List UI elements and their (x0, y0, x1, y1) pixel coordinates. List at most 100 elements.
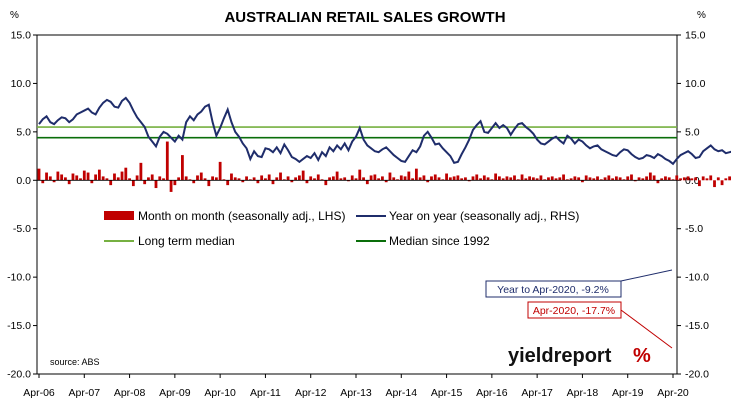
x-tick-label: Apr-10 (204, 387, 236, 399)
mom-bar (75, 175, 79, 181)
annotation-yoy: Year to Apr-2020, -9.2% (485, 269, 673, 298)
legend-label-mom: Month on month (seasonally adj., LHS) (138, 209, 345, 223)
mom-bar (633, 180, 637, 182)
mom-bar (116, 177, 120, 181)
mom-bar (565, 179, 569, 181)
mom-bar (256, 180, 260, 184)
mom-bar (328, 177, 331, 181)
mom-bar (226, 180, 230, 186)
mom-bar (71, 173, 75, 181)
source-note: source: ABS (50, 357, 100, 367)
mom-bar (97, 169, 101, 181)
mom-bar (562, 174, 565, 181)
mom-bar (297, 175, 301, 181)
mom-bar (147, 177, 150, 181)
x-tick-label: Apr-09 (159, 387, 191, 399)
mom-bar (607, 175, 611, 181)
mom-bar (294, 177, 298, 181)
mom-bar (464, 177, 467, 181)
mom-bar (52, 180, 56, 183)
mom-bar (173, 180, 177, 186)
mom-bar (456, 175, 460, 181)
annotation-yoy-text: Year to Apr-2020, -9.2% (497, 284, 609, 296)
mom-bar (199, 172, 203, 181)
mom-bar (705, 178, 709, 181)
mom-bar (426, 180, 430, 183)
logo-wordmark: yieldreport (508, 345, 612, 367)
mom-bar (86, 172, 90, 181)
mom-bar (120, 171, 124, 181)
mom-bar (150, 174, 154, 181)
y-left-tick-label: -15.0 (7, 320, 31, 332)
annotation-mom-leader (620, 309, 673, 349)
mom-bar (313, 178, 316, 181)
mom-bar (139, 162, 143, 181)
x-tick-label: Apr-13 (340, 387, 372, 399)
annotation-mom-text: Apr-2020, -17.7% (533, 305, 615, 317)
annotation-yoy-leader (620, 269, 673, 282)
mom-bar (90, 180, 94, 184)
mom-bar (48, 176, 52, 181)
mom-bar (396, 179, 399, 181)
mom-bar (550, 176, 554, 181)
x-tick-label: Apr-07 (69, 387, 101, 399)
mom-bar (362, 177, 365, 181)
mom-bar (671, 179, 675, 181)
legend-entry-mom: Month on month (seasonally adj., LHS) (104, 209, 345, 223)
x-tick-label: Apr-16 (476, 387, 508, 399)
mom-bar (384, 180, 388, 183)
annotation-mom-box (527, 301, 622, 319)
mom-bar (467, 180, 471, 182)
annotation-yoy-box (485, 280, 622, 298)
mom-bar (664, 176, 667, 181)
mom-bar (82, 170, 86, 181)
mom-bar (690, 178, 694, 181)
mom-bar (547, 177, 550, 181)
mom-bar (471, 176, 475, 181)
mom-bar (652, 175, 656, 181)
mom-bar (252, 177, 256, 181)
mom-bar (124, 167, 128, 181)
y-right-tick-label: -10.0 (685, 272, 709, 284)
mom-bar (37, 168, 41, 181)
mom-bar (41, 180, 45, 184)
mom-bar (305, 180, 309, 184)
mom-bar (331, 176, 335, 181)
mom-bar (682, 177, 686, 181)
mom-bar (460, 178, 464, 181)
mom-bar (45, 172, 48, 181)
mom-bar (350, 175, 354, 181)
x-tick-label: Apr-06 (23, 387, 55, 399)
logo-percent-mark: % (633, 345, 651, 367)
mom-bar (411, 178, 415, 181)
mom-bar (128, 178, 131, 181)
mom-bar (169, 180, 173, 192)
mom-bar (486, 177, 490, 181)
yoy-line (38, 96, 731, 166)
mom-bar (599, 179, 603, 181)
mom-bar (233, 177, 237, 181)
mom-bar (339, 178, 343, 181)
y-left-tick-label: -20.0 (7, 369, 31, 381)
mom-bar (407, 171, 411, 181)
x-tick-label: Apr-14 (386, 387, 418, 399)
mom-bar (377, 178, 381, 181)
legend-entry-long-term-median: Long term median (104, 234, 235, 248)
mom-bar (79, 178, 82, 181)
mom-bar (716, 177, 720, 181)
mom-bar (245, 176, 248, 181)
mom-bar (596, 176, 599, 181)
mom-bar (56, 171, 60, 181)
mom-bar (569, 178, 573, 181)
mom-bar (214, 177, 218, 181)
mom-bar (501, 178, 505, 181)
mom-bar (422, 175, 426, 181)
mom-bar (554, 178, 558, 181)
mom-bar (509, 177, 513, 181)
mom-bar (603, 177, 607, 181)
mom-bar (475, 174, 479, 181)
mom-bar (701, 176, 705, 181)
mom-bar (320, 179, 324, 181)
y-left-tick-label: 15.0 (11, 30, 32, 42)
